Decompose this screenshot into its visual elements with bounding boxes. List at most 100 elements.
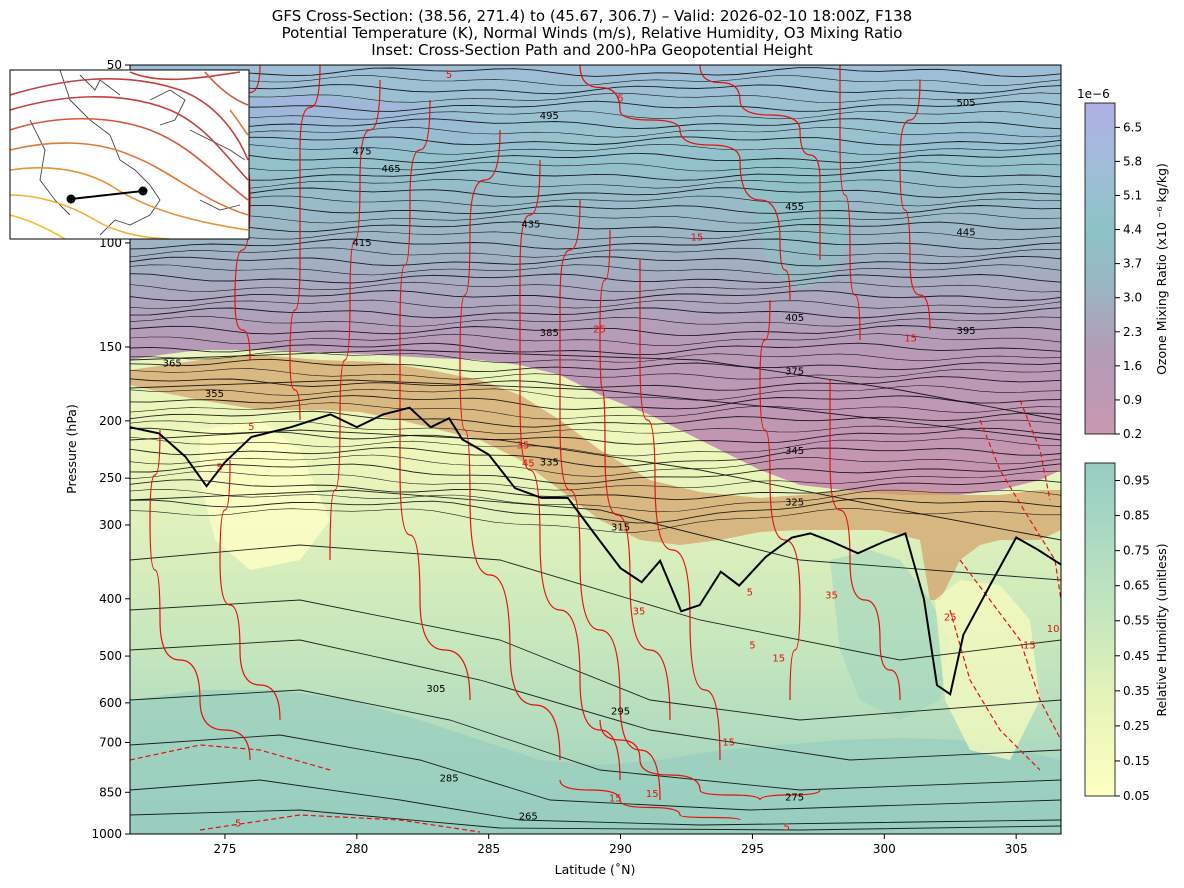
inset-height-contour	[10, 194, 171, 239]
wind-contour-negative	[959, 559, 1061, 741]
theta-contour	[130, 126, 1061, 138]
dry-wedge	[935, 580, 1040, 760]
wind-label: 5	[617, 94, 623, 105]
colorbar-tick-label: 0.75	[1123, 544, 1150, 558]
wind-contour	[149, 429, 251, 761]
x-tick-label: 305	[1005, 842, 1028, 856]
theta-label: 265	[519, 812, 538, 823]
theta-contour	[130, 508, 1061, 533]
theta-contour	[130, 169, 1061, 181]
theta-contour	[130, 544, 1061, 661]
colorbar-tick-label: 0.95	[1123, 474, 1150, 488]
x-axis: 275 280 285 290 295 300 305	[213, 834, 1028, 856]
theta-contour	[130, 689, 1061, 791]
colorbar-tick-label: 0.25	[1123, 719, 1150, 733]
theta-label: 405	[785, 313, 804, 324]
y-tick-label: 250	[99, 471, 122, 485]
wind-label: 15	[772, 654, 785, 665]
wind-label: 5	[749, 641, 755, 652]
wind-label: 45	[522, 458, 535, 469]
inset-height-contour	[129, 71, 241, 81]
wind-contour	[699, 65, 821, 260]
theta-label: 375	[785, 366, 804, 377]
ozone-high-band	[130, 65, 1061, 160]
theta-contour	[130, 351, 1061, 363]
y-tick-label: 500	[99, 649, 122, 663]
colorbar-tick-label: 3.0	[1123, 291, 1142, 305]
theta-contour	[130, 410, 1061, 428]
wind-contour	[759, 299, 801, 701]
theta-contour	[130, 110, 1061, 120]
tropopause-line	[130, 406, 1061, 696]
y-tick-label: 850	[99, 785, 122, 799]
theta-label: 285	[440, 773, 459, 784]
x-axis-label: Latitude (˚N)	[555, 862, 636, 877]
theta-label: 505	[957, 98, 976, 109]
y-tick-label: 700	[99, 735, 122, 749]
theta-contour	[130, 273, 1061, 284]
wind-label: 5	[235, 819, 241, 830]
colorbar-tick-label: 5.8	[1123, 154, 1142, 168]
theta-contour	[130, 290, 1061, 302]
colorbar-tick-label: 0.55	[1123, 614, 1150, 628]
x-tick-label: 275	[213, 842, 236, 856]
inset-path-end-marker	[138, 186, 148, 196]
theta-label: 315	[611, 522, 630, 533]
theta-contour	[130, 454, 1061, 477]
theta-contour	[130, 395, 1061, 410]
colorbar-tick-label: 0.9	[1123, 393, 1142, 407]
wind-contour	[559, 199, 661, 801]
theta-contour	[130, 470, 1061, 491]
inset-height-contour	[10, 96, 249, 181]
ozone-colorbar: 1e−6 Ozone Mixing Ratio (x10 ⁻⁶ kg/kg) 0…	[1077, 87, 1169, 441]
rh-colorbar-ticks: 0.05 0.15 0.25 0.35 0.45 0.55 0.65 0.75 0.85 0.95	[1115, 474, 1150, 803]
theta-label: 475	[353, 146, 372, 157]
wind-label: 5	[446, 70, 452, 81]
wind-label: 35	[825, 591, 838, 602]
rh-colorbar-bar	[1084, 462, 1116, 797]
wind-label: 5	[784, 823, 790, 834]
theta-contour	[130, 333, 1061, 346]
moist-column	[830, 550, 950, 720]
theta-contour	[130, 779, 1061, 826]
y-tick-label: 300	[99, 518, 122, 532]
theta-contour	[130, 639, 1061, 761]
inset-map	[9, 69, 250, 240]
wind-label: 10	[1047, 624, 1060, 635]
chart-title-line-3: Inset: Cross-Section Path and 200-hPa Ge…	[371, 41, 813, 59]
wind-label: 25	[944, 612, 957, 623]
theta-label: 355	[205, 389, 224, 400]
theta-contour	[130, 247, 1061, 258]
theta-contour	[130, 307, 1061, 319]
theta-contour	[130, 75, 1061, 87]
colorbar-tick-label: 0.05	[1123, 789, 1150, 803]
colorbar-tick-label: 3.7	[1123, 257, 1142, 271]
theta-contour	[130, 136, 1061, 146]
theta-label: 275	[785, 793, 804, 804]
theta-label: 365	[163, 359, 182, 370]
wind-label: 25	[593, 324, 606, 335]
chart-title-line-1: GFS Cross-Section: (38.56, 271.4) to (45…	[271, 7, 913, 25]
theta-contour	[130, 316, 1061, 327]
theta-label: 435	[521, 219, 540, 230]
tropopause-band	[130, 355, 1061, 600]
x-tick-label: 285	[477, 842, 500, 856]
wind-label: 5	[216, 463, 222, 474]
theta-contour	[130, 463, 1061, 485]
theta-contour	[130, 84, 1061, 95]
theta-contour	[130, 187, 1061, 198]
inset-height-contour	[204, 71, 249, 106]
x-tick-label: 280	[345, 842, 368, 856]
wind-contour	[599, 229, 671, 721]
wind-contour-negative	[979, 419, 1061, 601]
theta-contour	[130, 436, 1061, 457]
theta-contour	[130, 376, 1061, 391]
wind-contour-negative	[949, 609, 1041, 771]
wind-contour	[399, 99, 471, 701]
colorbar-tick-label: 1.6	[1123, 359, 1142, 373]
theta-label: 495	[540, 111, 559, 122]
theta-label: 385	[540, 328, 559, 339]
theta-label: 465	[382, 164, 401, 175]
